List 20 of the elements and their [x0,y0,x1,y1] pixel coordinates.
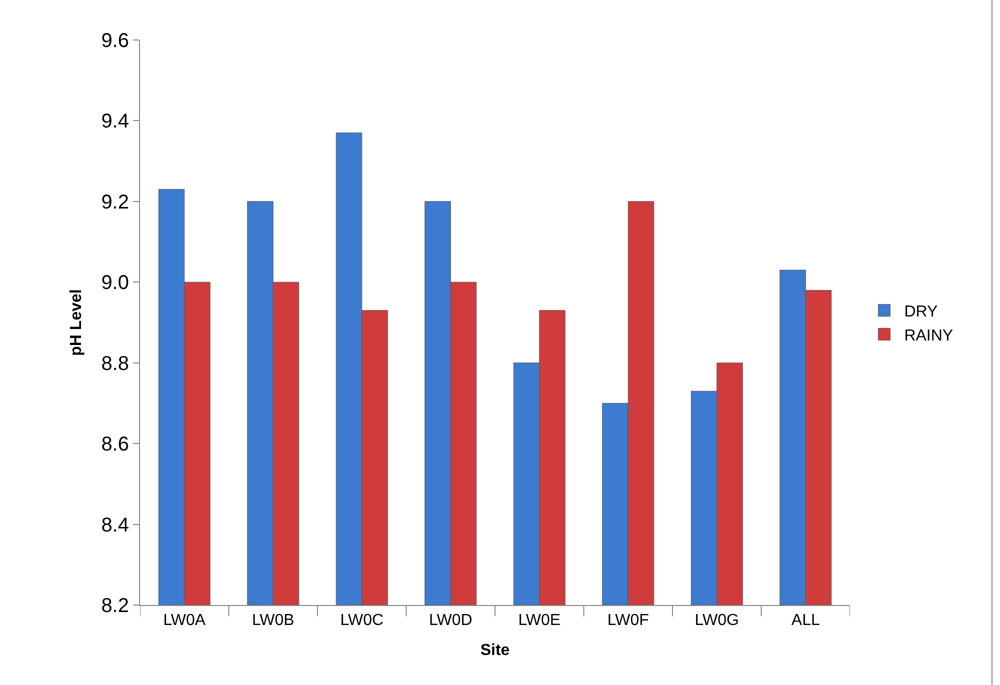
y-tick-label: 8.2 [101,595,129,617]
x-tick-label: LW0D [428,612,472,630]
y-tick-label: 8.4 [101,514,129,536]
x-tick-label: ALL [791,612,820,630]
y-tick-label: 8.8 [101,352,129,375]
x-tick-label: LW0C [340,612,384,630]
x-axis-title: Site [480,642,510,659]
y-tick-label: 9.4 [101,110,129,133]
y-tick-label: 9.0 [101,272,129,294]
y-tick-label: 9.6 [101,30,129,52]
y-tick-label: 9.2 [101,191,129,214]
x-tick-label: LW0G [694,612,739,630]
y-axis-title: pH Level [68,289,86,356]
x-tick-label: LW0F [607,612,650,630]
y-tick-label: 8.6 [101,434,129,456]
x-tick-label: LW0A [163,612,206,630]
legend-label: RAINY [904,327,954,344]
legend-label: DRY [904,304,938,321]
x-tick-label: LW0E [518,612,561,630]
x-tick-label: LW0B [252,612,294,630]
